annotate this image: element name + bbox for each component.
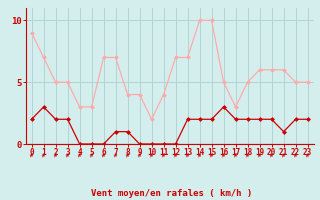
Text: Vent moyen/en rafales ( km/h ): Vent moyen/en rafales ( km/h ) — [91, 189, 252, 198]
